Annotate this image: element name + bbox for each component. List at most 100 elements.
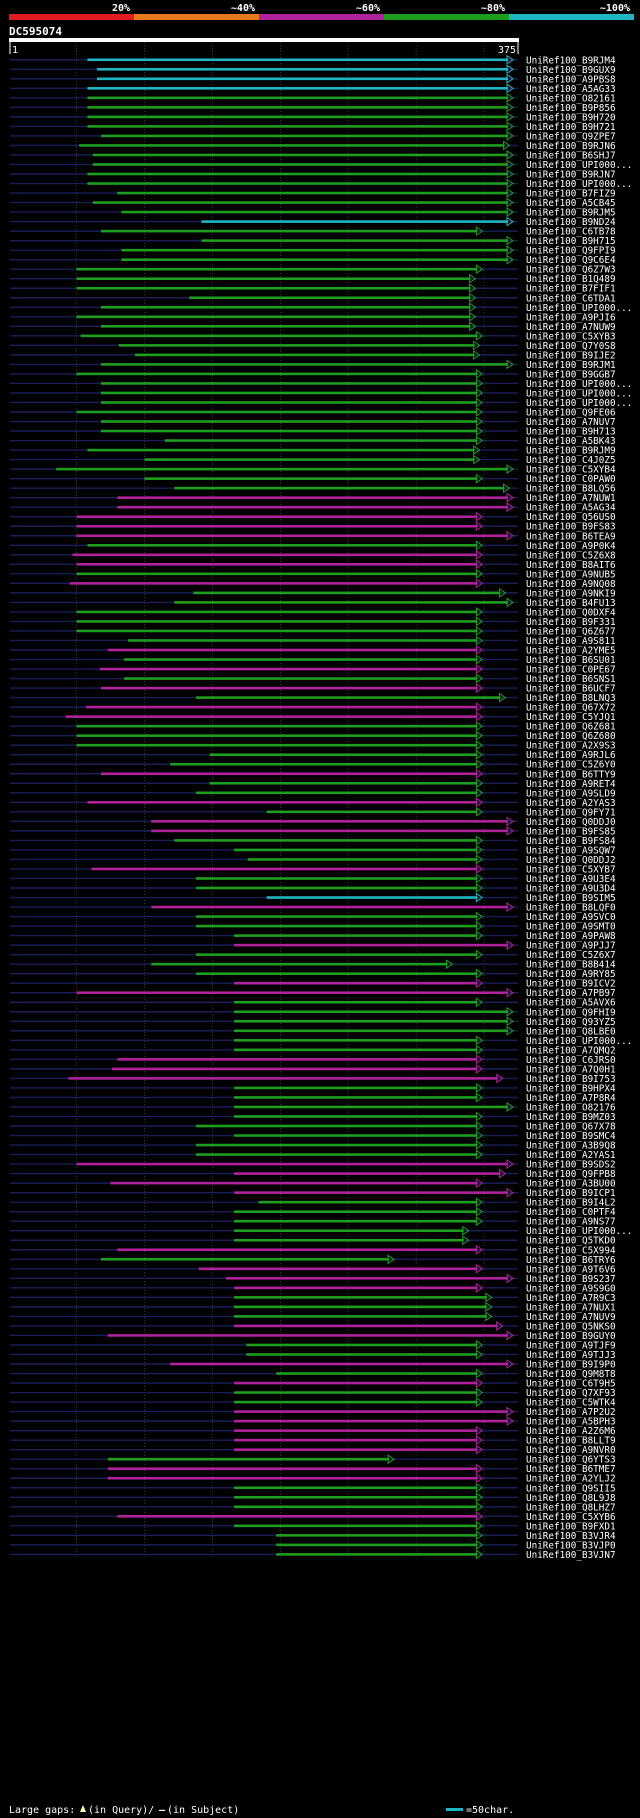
hit-row[interactable]: UniRef100_A9PJJ7 bbox=[10, 940, 616, 952]
hit-bar[interactable] bbox=[234, 1172, 501, 1175]
hit-label[interactable]: UniRef100_Q9FHI9 bbox=[526, 1007, 616, 1018]
hit-bar[interactable] bbox=[87, 115, 509, 119]
hit-bar[interactable] bbox=[164, 439, 478, 442]
hit-bar[interactable] bbox=[201, 220, 508, 223]
hit-bar[interactable] bbox=[196, 877, 478, 880]
hit-label[interactable]: UniRef100_A5AG34 bbox=[526, 503, 616, 514]
hit-label[interactable]: UniRef100_Q67X72 bbox=[526, 703, 616, 714]
hit-label[interactable]: UniRef100_Q6YTS3 bbox=[526, 1455, 616, 1466]
hit-label[interactable]: UniRef100_B9ND24 bbox=[526, 217, 616, 228]
hit-label[interactable]: UniRef100_B9SDS2 bbox=[526, 1160, 616, 1171]
hit-label[interactable]: UniRef100_A7NUV9 bbox=[526, 1312, 616, 1323]
hit-bar[interactable] bbox=[101, 305, 471, 309]
hit-row[interactable]: UniRef100_B9H721 bbox=[10, 121, 616, 133]
hit-bar[interactable] bbox=[134, 353, 475, 357]
hit-row[interactable]: UniRef100_B3VJR4 bbox=[10, 1530, 616, 1542]
hit-bar[interactable] bbox=[101, 382, 478, 385]
hit-row[interactable]: UniRef100_B9SMC4 bbox=[10, 1130, 616, 1142]
hit-bar[interactable] bbox=[276, 1372, 478, 1375]
hit-row[interactable]: UniRef100_Q9FPI9 bbox=[10, 245, 616, 257]
hit-row[interactable]: UniRef100_A5CB45 bbox=[10, 197, 616, 209]
hit-row[interactable]: UniRef100_A2Z6M6 bbox=[10, 1425, 616, 1437]
hit-row[interactable]: UniRef100_B9I4L2 bbox=[10, 1197, 616, 1209]
hit-label[interactable]: UniRef100_C5Z6Y0 bbox=[526, 760, 616, 771]
hit-bar[interactable] bbox=[101, 391, 478, 395]
hit-label[interactable]: UniRef100_C0PE67 bbox=[526, 665, 616, 676]
hit-row[interactable]: UniRef100_B6UCF7 bbox=[10, 683, 616, 695]
hit-label[interactable]: UniRef100_A5CB45 bbox=[526, 198, 616, 209]
hit-label[interactable]: UniRef100_B9F331 bbox=[526, 617, 616, 628]
hit-row[interactable]: UniRef100_Q9SII5 bbox=[10, 1482, 616, 1494]
hit-bar[interactable] bbox=[209, 753, 478, 757]
hit-label[interactable]: UniRef100_A7P8R4 bbox=[526, 1093, 616, 1104]
hit-row[interactable]: UniRef100_C0PE67 bbox=[10, 664, 616, 676]
hit-bar[interactable] bbox=[234, 1495, 478, 1499]
hit-row[interactable]: UniRef100_B9FS83 bbox=[10, 521, 616, 533]
hit-label[interactable]: UniRef100_C6JRS0 bbox=[526, 1055, 616, 1066]
hit-label[interactable]: UniRef100_C5Z6X7 bbox=[526, 950, 616, 961]
hit-row[interactable]: UniRef100_Q9FE06 bbox=[10, 407, 616, 419]
hit-label[interactable]: UniRef100_Q5TKD0 bbox=[526, 1236, 616, 1247]
hit-row[interactable]: UniRef100_A5AG33 bbox=[10, 83, 616, 95]
hit-row[interactable]: UniRef100_Q6Z677 bbox=[10, 626, 616, 637]
hit-bar[interactable] bbox=[91, 867, 478, 871]
hit-row[interactable]: UniRef100_B9HPX4 bbox=[10, 1082, 616, 1094]
hit-row[interactable]: UniRef100_UPI000... bbox=[10, 1035, 632, 1047]
hit-label[interactable]: UniRef100_Q9SII5 bbox=[526, 1483, 616, 1494]
hit-bar[interactable] bbox=[193, 591, 501, 595]
hit-label[interactable]: UniRef100_A7NUW1 bbox=[526, 493, 616, 504]
hit-row[interactable]: UniRef100_A9PAW8 bbox=[10, 930, 616, 942]
hit-label[interactable]: UniRef100_A9S811 bbox=[526, 636, 616, 647]
hit-bar[interactable] bbox=[76, 286, 471, 290]
hit-row[interactable]: UniRef100_B9F331 bbox=[10, 616, 616, 628]
hit-row[interactable]: UniRef100_A2YAS3 bbox=[10, 797, 616, 809]
hit-bar[interactable] bbox=[86, 705, 478, 709]
hit-bar[interactable] bbox=[234, 1086, 478, 1090]
hit-label[interactable]: UniRef100_Q6Z7W3 bbox=[526, 265, 616, 276]
hit-bar[interactable] bbox=[196, 924, 478, 928]
hit-row[interactable]: UniRef100_A2YLJ2 bbox=[10, 1473, 616, 1485]
hit-bar[interactable] bbox=[196, 1143, 478, 1147]
hit-bar[interactable] bbox=[234, 1219, 478, 1223]
hit-label[interactable]: UniRef100_A9S9G0 bbox=[526, 1283, 616, 1294]
hit-row[interactable]: UniRef100_B9GUY0 bbox=[10, 1330, 616, 1342]
hit-row[interactable]: UniRef100_B9ICP1 bbox=[10, 1187, 616, 1199]
hit-label[interactable]: UniRef100_Q56US0 bbox=[526, 512, 616, 523]
hit-label[interactable]: UniRef100_A2Z6M6 bbox=[526, 1426, 616, 1437]
hit-label[interactable]: UniRef100_C5XYB3 bbox=[526, 331, 616, 342]
hit-label[interactable]: UniRef100_UPI000... bbox=[526, 398, 632, 409]
hit-label[interactable]: UniRef100_B9HPX4 bbox=[526, 1083, 616, 1094]
hit-row[interactable]: UniRef100_Q67X72 bbox=[10, 702, 616, 714]
hit-bar[interactable] bbox=[87, 448, 475, 452]
hit-bar[interactable] bbox=[201, 239, 508, 242]
hit-bar[interactable] bbox=[151, 829, 509, 833]
hit-row[interactable]: UniRef100_A2YAS1 bbox=[10, 1149, 616, 1161]
hit-bar[interactable] bbox=[101, 134, 509, 138]
hit-row[interactable]: UniRef100_B6TME7 bbox=[10, 1463, 616, 1475]
hit-row[interactable]: UniRef100_A9S9G0 bbox=[10, 1282, 616, 1294]
hit-row[interactable]: UniRef100_A9SVC0 bbox=[10, 911, 616, 923]
hit-bar[interactable] bbox=[76, 267, 478, 271]
hit-bar[interactable] bbox=[76, 620, 478, 623]
hit-bar[interactable] bbox=[92, 201, 508, 204]
hit-bar[interactable] bbox=[128, 639, 478, 642]
hit-bar[interactable] bbox=[234, 1391, 478, 1394]
hit-bar[interactable] bbox=[196, 696, 501, 699]
hit-row[interactable]: UniRef100_Q9M8T8 bbox=[10, 1368, 616, 1380]
hit-bar[interactable] bbox=[117, 1515, 478, 1518]
hit-label[interactable]: UniRef100_UPI000... bbox=[526, 1036, 632, 1047]
hit-label[interactable]: UniRef100_A2YLJ2 bbox=[526, 1474, 616, 1485]
hit-bar[interactable] bbox=[276, 1534, 478, 1537]
hit-row[interactable]: UniRef100_A9TJJ3 bbox=[10, 1349, 616, 1361]
hit-label[interactable]: UniRef100_B4FU13 bbox=[526, 598, 616, 609]
hit-label[interactable]: UniRef100_A9TJF9 bbox=[526, 1340, 616, 1351]
hit-row[interactable]: UniRef100_Q9ZPE7 bbox=[10, 130, 616, 142]
hit-bar[interactable] bbox=[76, 724, 478, 728]
hit-row[interactable]: UniRef100_B8B414 bbox=[10, 959, 616, 971]
hit-row[interactable]: UniRef100_A7NUW9 bbox=[10, 321, 616, 333]
hit-bar[interactable] bbox=[189, 296, 471, 300]
hit-bar[interactable] bbox=[107, 1467, 478, 1471]
hit-row[interactable]: UniRef100_C6JRS0 bbox=[10, 1054, 616, 1066]
hit-row[interactable]: UniRef100_UPI000... bbox=[10, 178, 632, 190]
hit-row[interactable]: UniRef100_B6TEA9 bbox=[10, 530, 616, 542]
